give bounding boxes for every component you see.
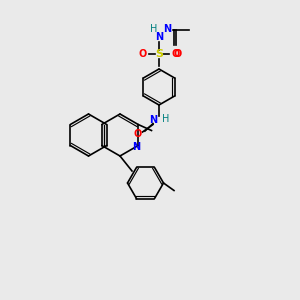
Text: O: O <box>134 129 142 139</box>
Text: O: O <box>171 49 180 59</box>
Text: N: N <box>133 142 141 152</box>
Text: N: N <box>149 115 158 125</box>
Text: H: H <box>162 114 169 124</box>
Text: S: S <box>155 49 163 59</box>
Text: H: H <box>150 23 158 34</box>
Text: O: O <box>138 49 147 59</box>
Text: N: N <box>163 23 172 34</box>
Text: O: O <box>173 49 182 58</box>
Text: N: N <box>155 32 163 43</box>
